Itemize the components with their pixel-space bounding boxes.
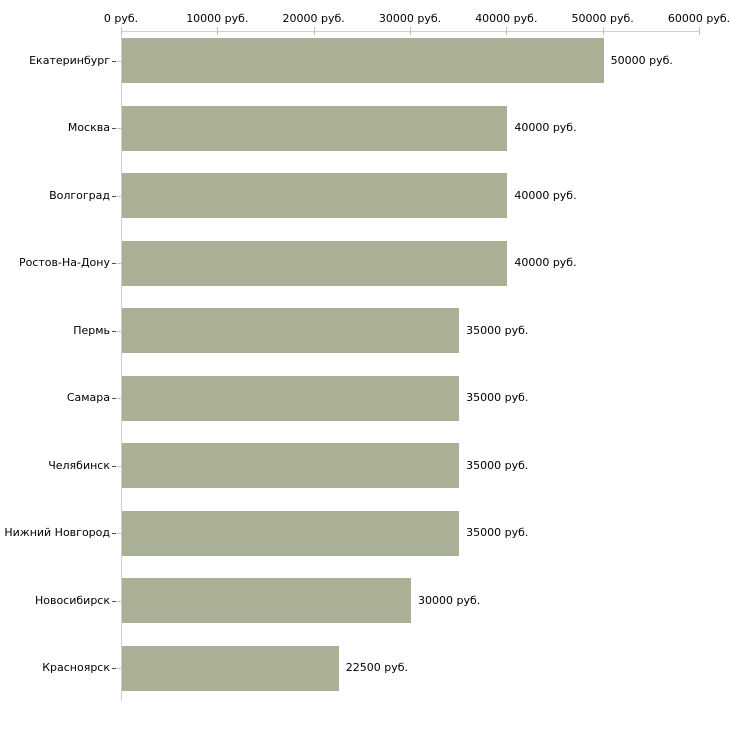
x-axis-tick: [699, 27, 700, 35]
y-axis-tick-mark: [112, 600, 116, 602]
x-axis-tick: [506, 27, 508, 35]
bar: [122, 38, 604, 83]
x-axis-tick-label: 10000 руб.: [186, 12, 249, 25]
x-axis-tick-label: 40000 руб.: [475, 12, 538, 25]
value-label: 30000 руб.: [418, 593, 481, 607]
bar: [122, 510, 460, 556]
bar: [122, 578, 411, 623]
y-axis-tick-stub: [117, 600, 122, 602]
category-label: Красноярск: [42, 661, 110, 674]
value-label: 40000 руб.: [514, 121, 577, 134]
x-axis-tick: [121, 27, 122, 35]
y-axis-tick-mark: [112, 533, 116, 534]
bar: [122, 645, 339, 691]
x-axis-tick-label: 20000 руб.: [282, 12, 345, 25]
y-axis-tick-mark: [112, 668, 116, 669]
value-label: 40000 руб.: [514, 256, 577, 269]
value-label: 50000 руб.: [610, 53, 673, 67]
y-axis-tick-mark: [112, 60, 116, 62]
x-axis-tick-label: 50000 руб.: [571, 12, 634, 25]
y-axis-tick-mark: [112, 465, 116, 467]
bar: [122, 375, 460, 421]
x-axis-tick: [217, 27, 219, 35]
bar: [122, 173, 508, 218]
y-axis-tick-mark: [112, 263, 116, 264]
y-axis-tick-stub: [117, 195, 122, 197]
category-label: Москва: [67, 121, 110, 134]
y-axis-tick-mark: [112, 128, 116, 129]
y-axis-tick-stub: [117, 128, 122, 129]
value-label: 35000 руб.: [466, 526, 529, 539]
x-axis-tick-label: 60000 руб.: [667, 12, 730, 25]
category-label: Нижний Новгород: [4, 526, 110, 539]
category-label: Пермь: [73, 323, 110, 337]
category-label: Волгоград: [49, 188, 110, 202]
y-axis-tick-stub: [117, 398, 122, 399]
y-axis-tick-mark: [112, 398, 116, 399]
value-label: 22500 руб.: [345, 661, 409, 674]
x-axis-tick: [313, 27, 315, 35]
bar: [122, 443, 460, 488]
y-axis-tick-stub: [117, 330, 122, 332]
x-axis-tick-label: 30000 руб.: [378, 12, 442, 25]
x-axis-tick-label: 0 руб.: [103, 12, 139, 25]
category-label: Самара: [66, 391, 110, 404]
bar: [122, 105, 508, 151]
bar: [122, 240, 508, 286]
y-axis-tick-stub: [117, 465, 122, 467]
category-label: Ростов-На-Дону: [18, 256, 110, 269]
value-label: 35000 руб.: [466, 323, 529, 337]
y-axis-tick-stub: [117, 60, 122, 62]
x-axis-tick: [602, 27, 604, 35]
y-axis-tick-stub: [117, 533, 122, 534]
category-label: Екатеринбург: [29, 53, 110, 67]
value-label: 35000 руб.: [466, 391, 529, 404]
y-axis-line: [121, 31, 122, 701]
y-axis-tick-mark: [112, 330, 116, 332]
x-axis-tick: [410, 27, 411, 35]
category-label: Новосибирск: [34, 593, 110, 607]
y-axis-tick-mark: [112, 195, 116, 197]
category-label: Челябинск: [48, 458, 110, 472]
value-label: 40000 руб.: [514, 188, 577, 202]
value-label: 35000 руб.: [466, 458, 529, 472]
bar: [122, 308, 460, 353]
y-axis-tick-stub: [117, 668, 122, 669]
y-axis-tick-stub: [117, 263, 122, 264]
